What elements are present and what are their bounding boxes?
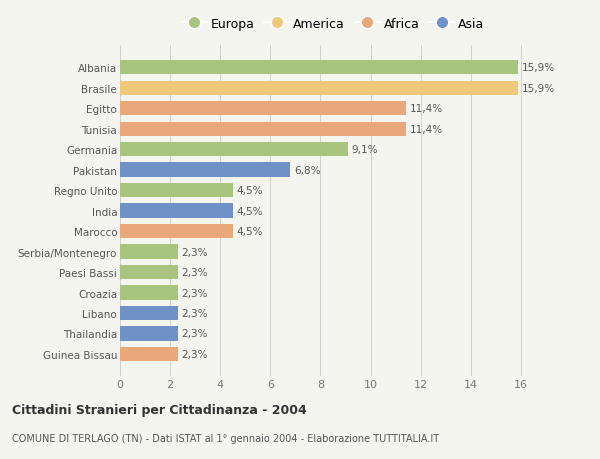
Bar [120, 347, 178, 361]
Text: COMUNE DI TERLAGO (TN) - Dati ISTAT al 1° gennaio 2004 - Elaborazione TUTTITALIA: COMUNE DI TERLAGO (TN) - Dati ISTAT al 1… [12, 433, 439, 442]
Text: Cittadini Stranieri per Cittadinanza - 2004: Cittadini Stranieri per Cittadinanza - 2… [12, 403, 307, 416]
Text: 15,9%: 15,9% [522, 84, 556, 94]
Bar [120, 61, 518, 75]
Text: 2,3%: 2,3% [181, 268, 208, 277]
Bar [120, 286, 178, 300]
Bar [120, 245, 178, 259]
Bar [120, 102, 406, 116]
Bar [120, 81, 518, 95]
Text: 11,4%: 11,4% [409, 104, 443, 114]
Text: 4,5%: 4,5% [236, 206, 263, 216]
Text: 2,3%: 2,3% [181, 247, 208, 257]
Text: 2,3%: 2,3% [181, 288, 208, 298]
Legend: Europa, America, Africa, Asia: Europa, America, Africa, Asia [176, 12, 490, 35]
Text: 2,3%: 2,3% [181, 308, 208, 319]
Bar [120, 163, 290, 178]
Text: 2,3%: 2,3% [181, 329, 208, 339]
Text: 11,4%: 11,4% [409, 124, 443, 134]
Bar [120, 122, 406, 136]
Text: 2,3%: 2,3% [181, 349, 208, 359]
Bar [120, 306, 178, 320]
Text: 15,9%: 15,9% [522, 63, 556, 73]
Bar [120, 184, 233, 198]
Bar [120, 204, 233, 218]
Bar [120, 265, 178, 280]
Text: 4,5%: 4,5% [236, 186, 263, 196]
Bar [120, 224, 233, 239]
Bar [120, 327, 178, 341]
Bar [120, 143, 348, 157]
Text: 4,5%: 4,5% [236, 227, 263, 236]
Text: 9,1%: 9,1% [352, 145, 378, 155]
Text: 6,8%: 6,8% [294, 165, 320, 175]
